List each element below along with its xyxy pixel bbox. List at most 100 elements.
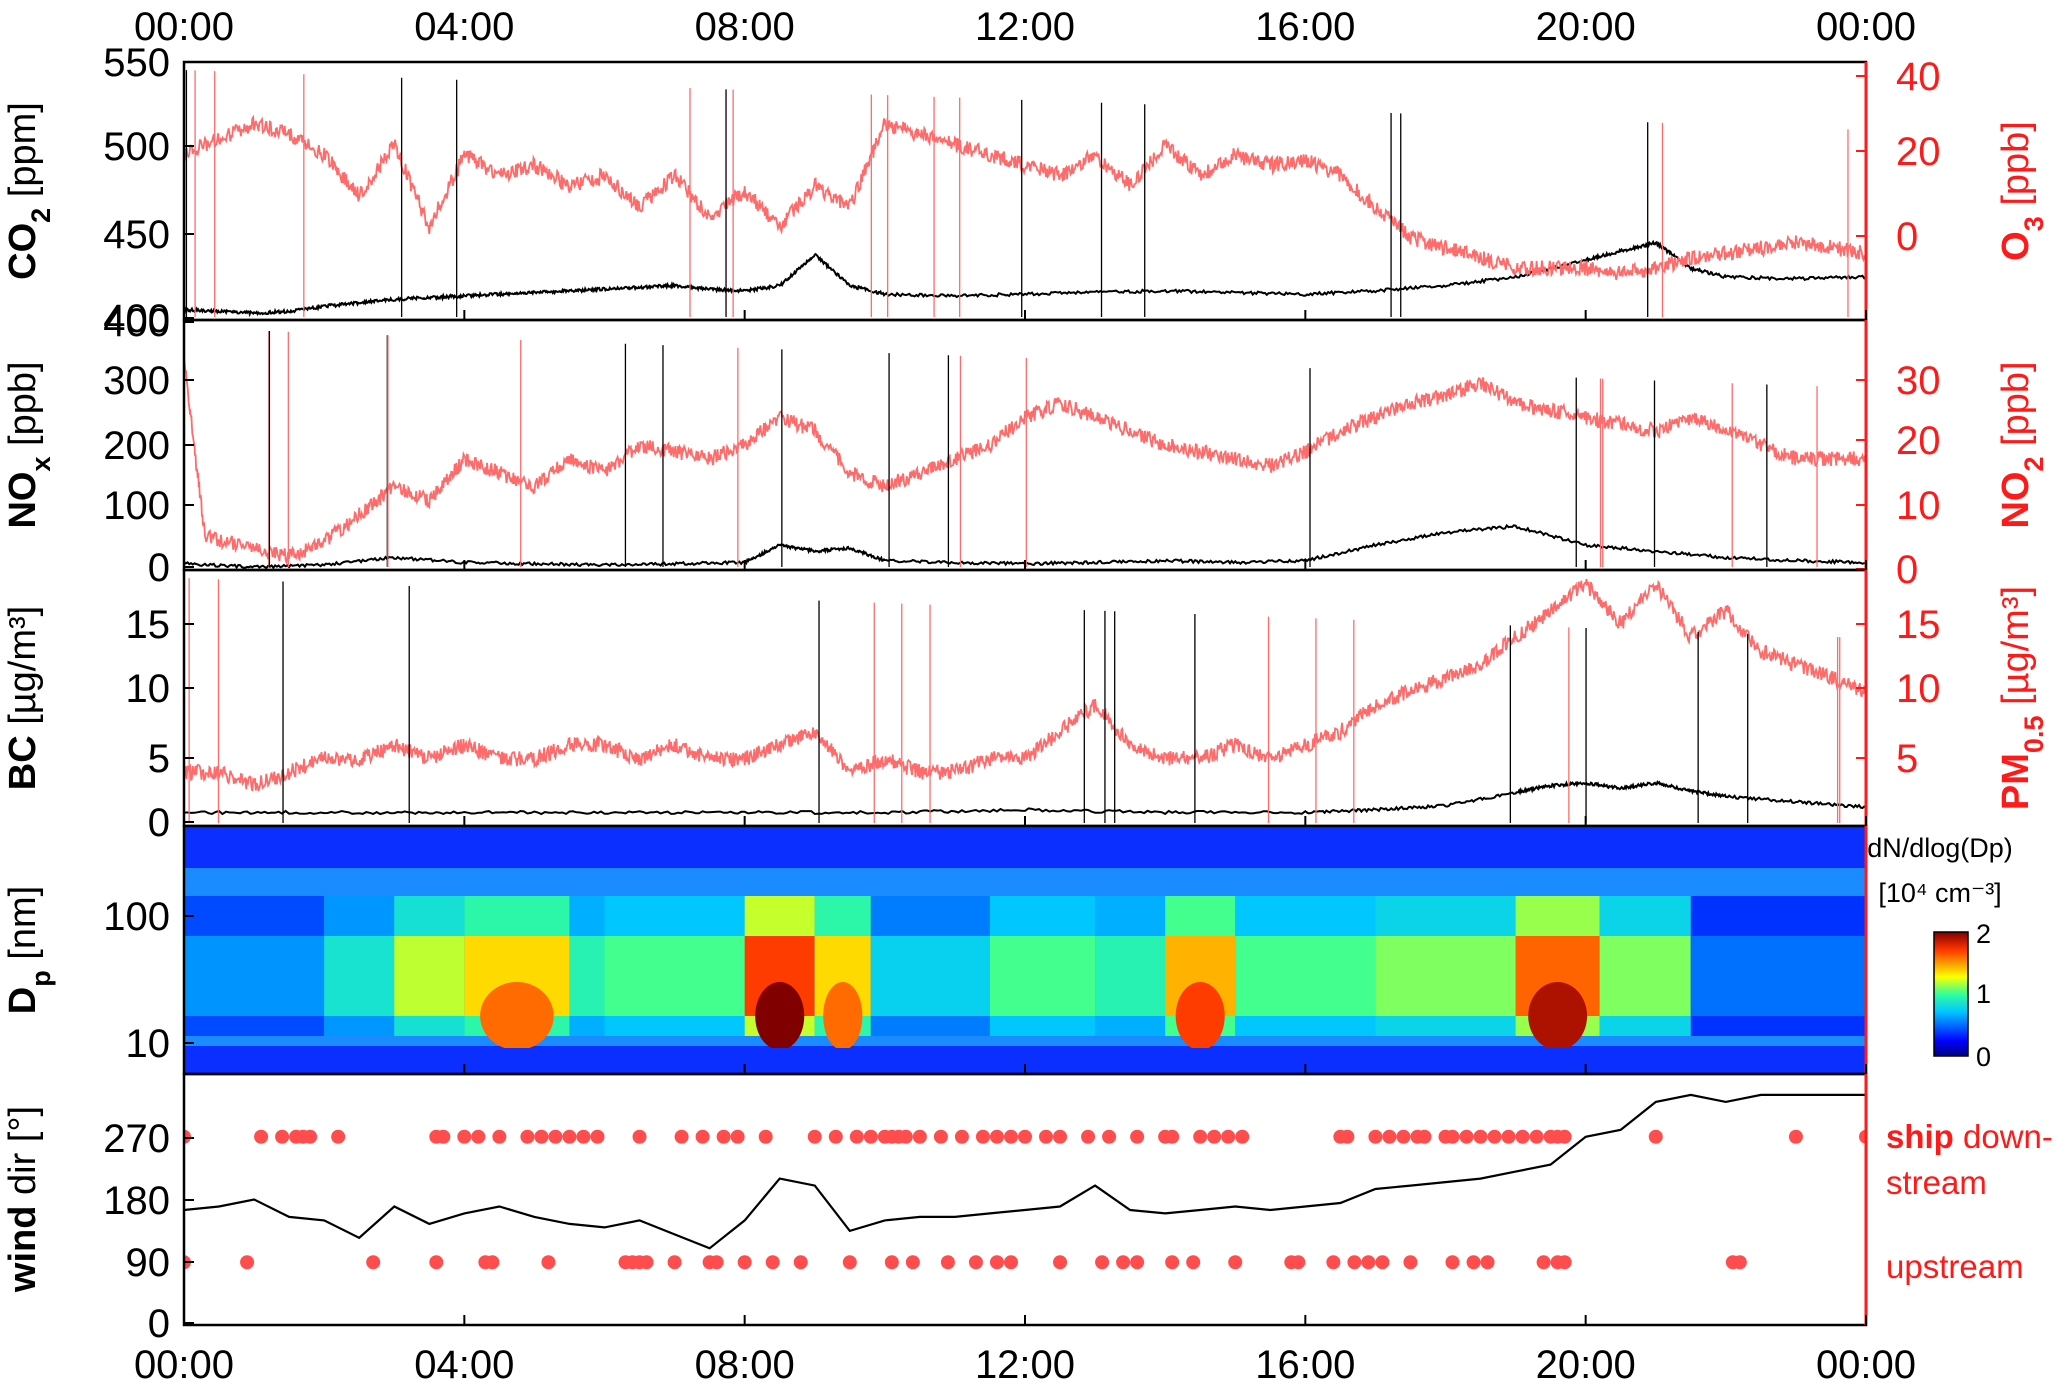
left-tick-label: 90 xyxy=(126,1241,171,1285)
downstream-dot xyxy=(758,1129,773,1144)
right-axis-label: NO2 [ppb] xyxy=(1995,361,2049,528)
upstream-dot xyxy=(968,1255,983,1270)
left-tick-label: 400 xyxy=(103,301,170,345)
plot-area xyxy=(184,826,1866,1074)
downstream-dot xyxy=(590,1129,605,1144)
left-axis-label: CO2 [ppm] xyxy=(2,102,56,280)
upstream-dot xyxy=(1165,1255,1180,1270)
downstream-dot xyxy=(912,1129,927,1144)
downstream-dot xyxy=(1788,1129,1803,1144)
heatmap-hotspot xyxy=(1528,982,1588,1050)
bottom-time-tick: 20:00 xyxy=(1536,1343,1636,1387)
downstream-dot xyxy=(863,1129,878,1144)
bottom-time-tick: 12:00 xyxy=(975,1343,1075,1387)
panel-frame xyxy=(182,318,1868,572)
downstream-dot xyxy=(730,1129,745,1144)
heatmap-zone-core xyxy=(1599,936,1691,1016)
left-tick-label: 500 xyxy=(103,125,170,169)
bottom-time-axis: 00:00 04:00 08:00 12:00 16:00 20:00 00:00 xyxy=(134,1343,1916,1387)
upstream-dot xyxy=(240,1255,255,1270)
upstream-dot xyxy=(1130,1255,1145,1270)
top-time-tick: 20:00 xyxy=(1536,5,1636,49)
upstream-dot xyxy=(485,1255,500,1270)
upstream-dot xyxy=(1375,1255,1390,1270)
downstream-dot xyxy=(632,1129,647,1144)
downstream-dot xyxy=(1396,1129,1411,1144)
downstream-dot xyxy=(1459,1129,1474,1144)
downstream-dot xyxy=(1340,1129,1355,1144)
right-tick-label: 0 xyxy=(1896,215,1918,259)
series-right xyxy=(184,578,1866,792)
left-tick-label: 0 xyxy=(148,546,170,590)
downstream-dot xyxy=(457,1129,472,1144)
left-axis-label: BC [µg/m³] xyxy=(2,606,44,790)
right-tick-label: 20 xyxy=(1896,419,1941,463)
panel-frame xyxy=(182,60,1868,322)
upstream-dot xyxy=(1557,1255,1572,1270)
downstream-dot xyxy=(1018,1129,1032,1144)
upstream-dot xyxy=(1053,1255,1068,1270)
downstream-dot xyxy=(807,1129,822,1144)
right-axis-label: PM0.5 [µg/m³] xyxy=(1995,586,2049,810)
left-tick-label: 0 xyxy=(148,801,170,845)
left-axis-label: Dp [nm] xyxy=(2,886,56,1014)
downstream-dot xyxy=(1053,1129,1068,1144)
heatmap-zone-core xyxy=(394,936,465,1016)
downstream-dot xyxy=(828,1129,843,1144)
upstream-dot xyxy=(667,1255,682,1270)
series-left xyxy=(184,523,1866,570)
upstream-dot xyxy=(1291,1255,1306,1270)
downstream-dot xyxy=(1473,1129,1488,1144)
panel-co2_o3: 550 500 450 400 40 20 0 CO2 [ppm] O3 [ppb] xyxy=(2,41,2049,341)
upstream-dot xyxy=(1732,1255,1747,1270)
heatmap-hotspot xyxy=(1175,982,1225,1050)
left-tick-label: 550 xyxy=(103,41,170,85)
colorbar-tick-1: 1 xyxy=(1976,979,1991,1009)
downstream-dot xyxy=(954,1129,969,1144)
right-axis-label: O3 [ppb] xyxy=(1995,121,2049,261)
heatmap-zone-core xyxy=(989,936,1096,1016)
left-axis-label: NOx [ppb] xyxy=(2,361,56,528)
top-time-tick: 08:00 xyxy=(695,5,795,49)
upstream-dot xyxy=(940,1255,955,1270)
left-tick-label: 270 xyxy=(103,1117,170,1161)
heatmap-hotspot xyxy=(823,982,863,1050)
downstream-dot xyxy=(1501,1129,1516,1144)
downstream-label-line2: stream xyxy=(1886,1164,1987,1201)
top-time-tick: 00:00 xyxy=(1816,5,1916,49)
downstream-dot xyxy=(1102,1129,1117,1144)
colorbar-title: dN/dlog(Dp) xyxy=(1867,833,2013,863)
upstream-dot xyxy=(709,1255,724,1270)
heatmap-zone-core xyxy=(604,936,745,1016)
series-right xyxy=(184,357,1866,566)
downstream-dot xyxy=(184,1129,191,1144)
bottom-time-tick: 04:00 xyxy=(414,1343,514,1387)
downstream-dot xyxy=(520,1129,535,1144)
right-tick-label: 30 xyxy=(1896,359,1941,403)
downstream-dot xyxy=(1039,1129,1054,1144)
wind-annotations: ship down- stream upstream xyxy=(1886,1118,2053,1285)
bottom-time-tick: 00:00 xyxy=(134,1343,234,1387)
left-tick-label: 10 xyxy=(126,667,171,711)
left-tick-label: 0 xyxy=(148,1302,170,1346)
upstream-dot xyxy=(1186,1255,1201,1270)
upstream-dot xyxy=(989,1255,1004,1270)
upstream-dot xyxy=(905,1255,920,1270)
heatmap-zone-core xyxy=(324,936,395,1016)
upstream-dot xyxy=(541,1255,556,1270)
downstream-label: ship down- xyxy=(1886,1118,2053,1155)
left-tick-label: 100 xyxy=(103,484,170,528)
upstream-dot xyxy=(1466,1255,1481,1270)
upstream-dot xyxy=(1003,1255,1018,1270)
right-tick-label: 0 xyxy=(1896,548,1918,592)
left-tick-label: 450 xyxy=(103,213,170,257)
downstream-dot xyxy=(534,1129,549,1144)
colorbar-tick-0: 0 xyxy=(1976,1042,1991,1072)
downstream-dot xyxy=(716,1129,731,1144)
right-tick-label: 10 xyxy=(1896,484,1941,528)
heatmap-zone-core xyxy=(569,936,605,1016)
downstream-dot xyxy=(1417,1129,1432,1144)
left-tick-label: 180 xyxy=(103,1179,170,1223)
